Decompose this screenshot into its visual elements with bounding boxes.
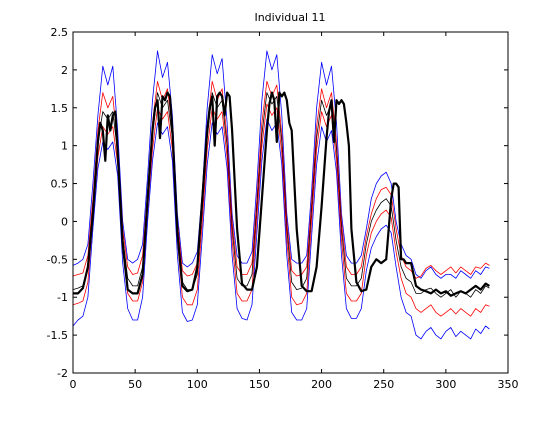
y-tick-label-0: -2 xyxy=(57,367,68,380)
y-tick-label-3: -0.5 xyxy=(47,253,68,266)
x-tick-label-0: 0 xyxy=(70,378,77,391)
series-layer xyxy=(72,50,490,340)
y-tick-label-1: -1.5 xyxy=(47,329,68,342)
x-tick-label-4: 200 xyxy=(311,378,332,391)
series-line-4 xyxy=(72,103,490,317)
series-line-5 xyxy=(72,118,490,340)
y-tick-label-8: 2 xyxy=(61,64,68,77)
plot-area-frame xyxy=(72,31,509,374)
y-tick-label-5: 0.5 xyxy=(51,178,69,191)
x-tick-label-5: 250 xyxy=(373,378,394,391)
y-tick-label-4: 0 xyxy=(61,215,68,228)
x-tick-label-2: 100 xyxy=(187,378,208,391)
y-tick-label-6: 1 xyxy=(61,140,68,153)
y-tick-label-2: -1 xyxy=(57,291,68,304)
x-tick-label-7: 350 xyxy=(498,378,519,391)
plot-area-background xyxy=(73,32,508,373)
series-line-1 xyxy=(72,50,490,279)
series-line-2 xyxy=(72,80,490,279)
x-tick-label-6: 300 xyxy=(435,378,456,391)
tick-layer: 0 50 100 150 200 250 300 350 -2 -1.5 -1 -0.5 0 0.5 1 1.… xyxy=(47,26,519,391)
chart-title: Individual 11 xyxy=(254,11,325,24)
y-tick-label-9: 2.5 xyxy=(51,26,69,39)
y-tick-label-7: 1.5 xyxy=(51,102,69,115)
series-line-6 xyxy=(73,91,490,297)
x-tick-label-1: 50 xyxy=(128,378,142,391)
x-tick-label-3: 150 xyxy=(249,378,270,391)
